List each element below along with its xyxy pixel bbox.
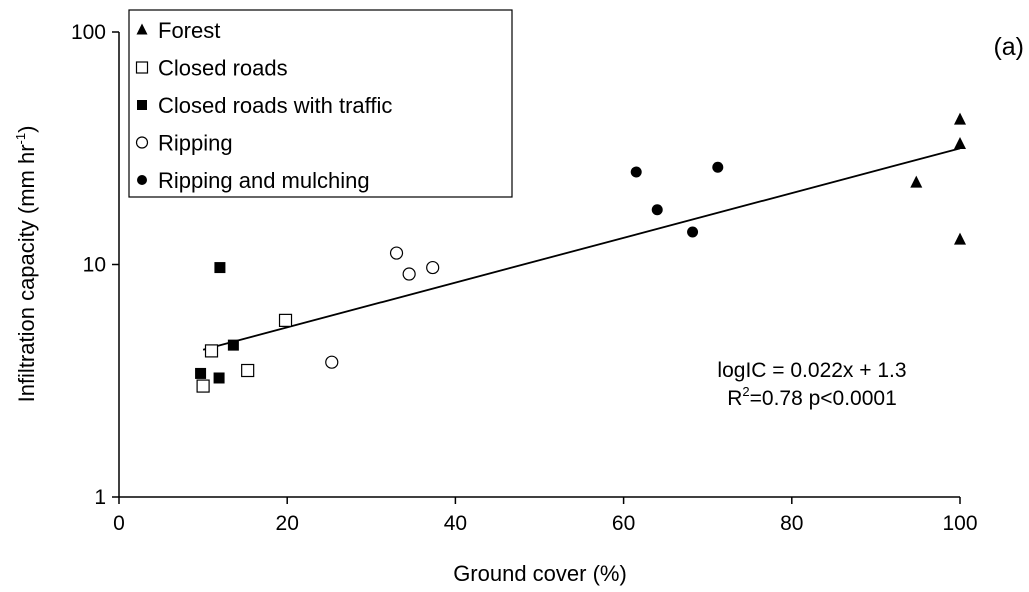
y-tick-label: 100 xyxy=(71,21,106,44)
x-tick-label: 20 xyxy=(276,512,299,535)
panel-label: (a) xyxy=(993,33,1024,61)
legend-label: Ripping and mulching xyxy=(158,168,370,193)
data-points xyxy=(195,112,966,393)
data-point xyxy=(325,355,339,369)
x-tick-label: 0 xyxy=(113,512,125,535)
legend-marker xyxy=(137,175,147,185)
data-point xyxy=(402,267,416,281)
data-point xyxy=(630,166,642,178)
data-point xyxy=(712,161,724,173)
regression-stats: R2=0.78 p<0.0001 xyxy=(727,384,897,410)
data-point xyxy=(196,379,210,393)
legend-marker xyxy=(135,61,149,74)
regression-line xyxy=(202,147,961,351)
legend-label: Forest xyxy=(158,18,220,43)
trendline xyxy=(202,147,961,351)
axis-ticks: 0 20 40 60 80 100 1 10 100 xyxy=(71,21,978,535)
data-point xyxy=(687,226,699,238)
data-point xyxy=(651,204,663,216)
data-point xyxy=(278,313,293,327)
data-point xyxy=(954,136,966,149)
x-tick-label: 60 xyxy=(612,512,635,535)
data-point xyxy=(213,372,225,384)
legend-label: Closed roads with traffic xyxy=(158,93,392,118)
legend-label: Ripping xyxy=(158,131,233,156)
legend-box xyxy=(128,9,513,198)
data-point xyxy=(214,262,226,274)
data-point xyxy=(954,112,966,125)
regression-equation: logIC = 0.022x + 1.3 xyxy=(717,359,906,382)
data-point xyxy=(426,260,440,275)
data-point xyxy=(910,175,923,188)
data-point xyxy=(195,367,207,379)
legend: Forest Closed roads Closed roads with traf… xyxy=(128,9,513,198)
x-tick-label: 100 xyxy=(942,512,977,535)
y-tick-label: 10 xyxy=(83,254,106,277)
data-point xyxy=(204,344,219,358)
x-tick-label: 40 xyxy=(444,512,467,535)
x-axis-title: Ground cover (%) xyxy=(453,561,627,586)
data-point xyxy=(389,246,404,260)
data-point xyxy=(227,339,239,351)
data-point xyxy=(954,232,966,245)
legend-marker xyxy=(137,100,147,110)
y-axis-title: Infiltration capacity (mm hr-1) xyxy=(13,126,39,403)
legend-label: Closed roads xyxy=(158,56,288,81)
legend-marker xyxy=(135,136,149,149)
data-point xyxy=(241,363,255,378)
x-tick-label: 80 xyxy=(780,512,803,535)
legend-marker xyxy=(136,23,148,35)
y-tick-label: 1 xyxy=(94,486,106,509)
